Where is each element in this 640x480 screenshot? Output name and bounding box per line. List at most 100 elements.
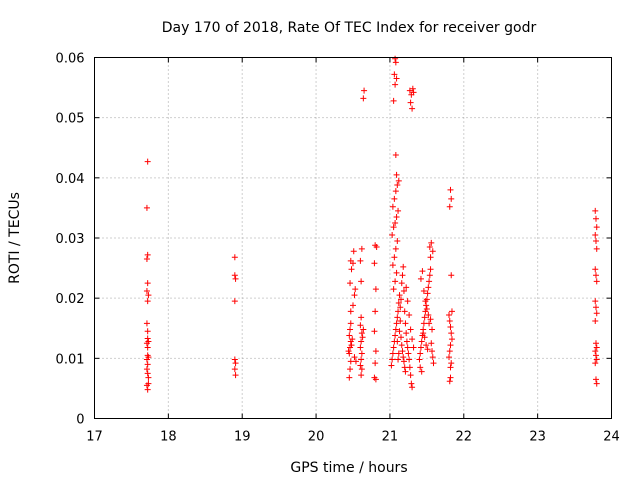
data-point: [358, 245, 365, 252]
data-point: [448, 195, 455, 202]
data-point: [373, 244, 380, 251]
data-point: [145, 338, 152, 345]
y-tick-label: 0.06: [56, 52, 85, 67]
data-point: [420, 330, 427, 337]
data-point: [357, 322, 364, 329]
data-point: [143, 320, 150, 327]
data-point: [446, 203, 453, 210]
data-point: [346, 332, 353, 339]
x-tick-label: 21: [382, 430, 399, 445]
data-point: [361, 87, 368, 94]
data-point: [350, 248, 357, 255]
data-point: [143, 366, 150, 373]
data-point: [400, 358, 407, 365]
data-point: [393, 213, 400, 220]
data-point: [417, 364, 424, 371]
data-point: [426, 272, 433, 279]
data-point: [409, 85, 416, 92]
y-tick-label: 0.01: [56, 352, 85, 367]
data-point: [392, 332, 399, 339]
data-point: [408, 380, 415, 387]
data-point: [394, 182, 401, 189]
data-point: [394, 238, 401, 245]
y-axis-label: ROTI / TECUs: [7, 192, 23, 284]
data-point: [232, 372, 239, 379]
data-point: [352, 286, 359, 293]
data-point: [409, 336, 416, 343]
data-point: [446, 354, 453, 361]
data-point: [421, 334, 428, 341]
data-point: [593, 224, 600, 231]
data-point: [345, 348, 352, 355]
data-point: [392, 55, 399, 62]
data-point: [407, 99, 414, 106]
data-point: [144, 344, 151, 351]
data-point: [232, 360, 239, 367]
data-point: [592, 352, 599, 359]
data-point: [406, 364, 413, 371]
data-point: [395, 177, 402, 184]
data-point: [390, 224, 397, 231]
data-point: [424, 290, 431, 297]
data-point: [426, 244, 433, 251]
data-point: [396, 328, 403, 335]
data-point: [427, 254, 434, 261]
data-point: [144, 158, 151, 165]
data-point: [347, 366, 354, 373]
data-point: [424, 346, 431, 353]
data-point: [400, 287, 407, 294]
data-point: [143, 204, 150, 211]
data-point: [446, 348, 453, 355]
data-point: [392, 245, 399, 252]
data-point: [231, 272, 238, 279]
data-point: [404, 298, 411, 305]
data-point: [393, 75, 400, 82]
data-point: [398, 296, 405, 303]
data-point: [231, 254, 238, 261]
plot-frame: [94, 57, 612, 419]
data-point: [395, 299, 402, 306]
chart-title: Day 170 of 2018, Rate Of TEC Index for r…: [162, 20, 537, 36]
data-point: [395, 207, 402, 214]
data-point: [357, 344, 364, 351]
data-point: [399, 348, 406, 355]
data-point: [417, 344, 424, 351]
data-point: [358, 338, 365, 345]
data-point: [360, 95, 367, 102]
data-point: [448, 360, 455, 367]
data-point: [390, 286, 397, 293]
data-point: [428, 340, 435, 347]
grid-lines: [94, 57, 612, 419]
data-point: [593, 310, 600, 317]
x-tick-label: 24: [603, 430, 620, 445]
data-point: [593, 344, 600, 351]
data-point: [145, 354, 152, 361]
data-point: [393, 320, 400, 327]
data-point: [398, 342, 405, 349]
data-point: [592, 340, 599, 347]
data-point: [358, 330, 365, 337]
data-point: [231, 356, 238, 363]
data-point: [593, 356, 600, 363]
x-tick-label: 23: [529, 430, 546, 445]
data-point: [407, 372, 414, 379]
data-point: [395, 350, 402, 357]
data-point: [394, 314, 401, 321]
data-point: [350, 260, 356, 267]
data-point: [144, 251, 151, 258]
data-point: [391, 71, 398, 78]
data-point: [418, 368, 425, 375]
data-point: [446, 312, 453, 319]
x-tick-label: 22: [456, 430, 473, 445]
data-point: [417, 275, 424, 282]
x-tick-label: 19: [234, 430, 251, 445]
data-point: [144, 335, 151, 342]
x-tick-label: 17: [86, 430, 103, 445]
data-point: [389, 262, 396, 269]
data-point: [425, 284, 432, 291]
data-point: [592, 360, 599, 367]
data-point: [371, 260, 378, 267]
data-point: [403, 330, 410, 337]
